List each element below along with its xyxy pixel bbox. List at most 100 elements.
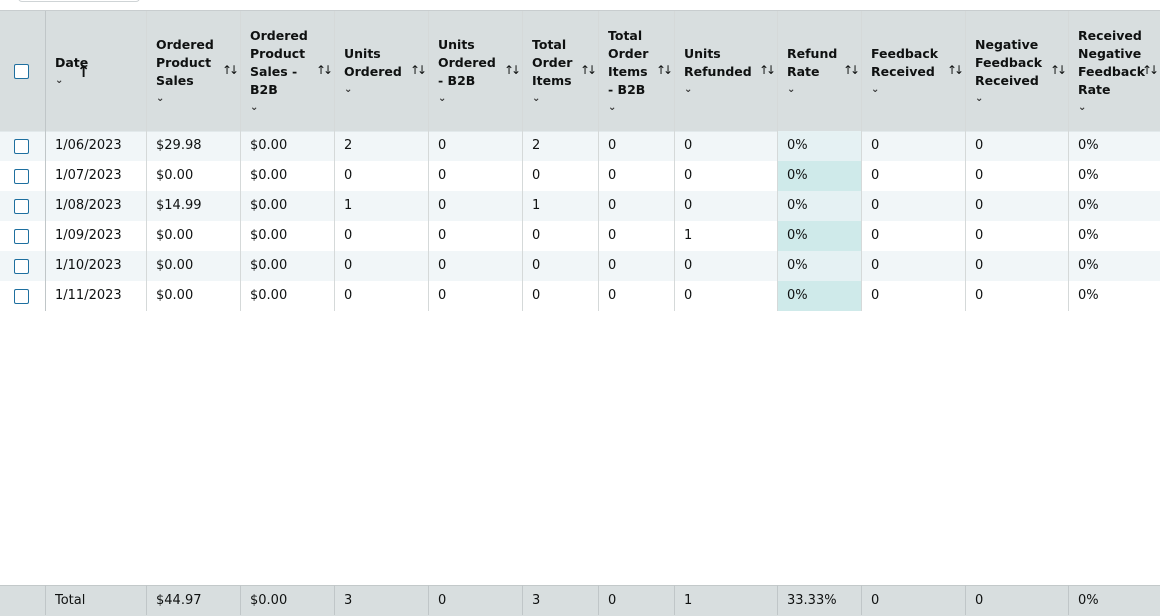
chevron-down-icon[interactable]: ⌄ bbox=[975, 93, 984, 104]
column-header-feedback[interactable]: Feedback Received ⌄ bbox=[871, 11, 941, 131]
cell-refunded: 0 bbox=[684, 198, 693, 213]
totals-row: Total $44.97 $0.00 3 0 3 0 1 33.33% 0 0 0% bbox=[0, 585, 1160, 616]
chevron-down-icon[interactable]: ⌄ bbox=[787, 84, 796, 95]
chevron-down-icon[interactable]: ⌄ bbox=[438, 93, 447, 104]
sort-toggle-icon[interactable]: ↑↓ bbox=[843, 63, 860, 77]
total-neg_rate: 0% bbox=[1078, 593, 1099, 608]
cell-date: 1/10/2023 bbox=[55, 258, 122, 273]
row-checkbox[interactable] bbox=[14, 199, 29, 214]
sort-toggle-icon[interactable]: ↑↓ bbox=[504, 63, 521, 77]
total-sales: $44.97 bbox=[156, 593, 202, 608]
sort-toggle-icon[interactable]: ↑↓ bbox=[1142, 63, 1159, 77]
sort-toggle-icon[interactable]: ↑↓ bbox=[947, 63, 964, 77]
row-checkbox[interactable] bbox=[14, 259, 29, 274]
column-header-label: Refund Rate bbox=[787, 46, 838, 79]
column-header-date[interactable]: Date ⌄ bbox=[55, 11, 122, 131]
sort-toggle-icon[interactable]: ↑↓ bbox=[1050, 63, 1067, 77]
cell-items_b2b: 0 bbox=[608, 138, 617, 153]
top-tab-edge bbox=[18, 0, 140, 2]
cell-units: 1 bbox=[344, 198, 353, 213]
total-feedback: 0 bbox=[871, 593, 880, 608]
chevron-down-icon[interactable]: ⌄ bbox=[871, 84, 880, 95]
sort-toggle-icon[interactable]: ↑↓ bbox=[759, 63, 776, 77]
cell-feedback: 0 bbox=[871, 228, 880, 243]
cell-refunded: 0 bbox=[684, 288, 693, 303]
column-header-label: Negative Feedback Received bbox=[975, 37, 1043, 88]
column-header-refund_rate[interactable]: Refund Rate ⌄ bbox=[787, 11, 837, 131]
cell-units_b2b: 0 bbox=[438, 288, 447, 303]
chevron-down-icon[interactable]: ⌄ bbox=[1078, 102, 1087, 113]
column-header-sales_b2b[interactable]: Ordered Product Sales - B2B ⌄ bbox=[250, 11, 310, 131]
cell-items_b2b: 0 bbox=[608, 198, 617, 213]
sales-table: Date ⌄ ↑ Ordered Product Sales ⌄ ↑↓ Ordered Pr… bbox=[0, 10, 1160, 616]
cell-units_b2b: 0 bbox=[438, 258, 447, 273]
chevron-down-icon[interactable]: ⌄ bbox=[608, 102, 617, 113]
column-header-sales[interactable]: Ordered Product Sales ⌄ bbox=[156, 11, 216, 131]
chevron-down-icon[interactable]: ⌄ bbox=[250, 102, 259, 113]
chevron-down-icon[interactable]: ⌄ bbox=[532, 93, 541, 104]
row-checkbox[interactable] bbox=[14, 229, 29, 244]
cell-refund_rate: 0% bbox=[787, 138, 808, 153]
cell-feedback: 0 bbox=[871, 258, 880, 273]
cell-units: 0 bbox=[344, 288, 353, 303]
cell-sales_b2b: $0.00 bbox=[250, 228, 288, 243]
table-row[interactable]: 1/10/2023 $0.00 $0.00 0 0 0 0 0 0% 0 0 0% bbox=[0, 251, 1160, 281]
row-checkbox[interactable] bbox=[14, 139, 29, 154]
cell-items: 2 bbox=[532, 138, 541, 153]
cell-neg_rate: 0% bbox=[1078, 198, 1099, 213]
cell-sales_b2b: $0.00 bbox=[250, 198, 288, 213]
cell-sales_b2b: $0.00 bbox=[250, 258, 288, 273]
column-header-label: Ordered Product Sales bbox=[156, 37, 214, 88]
column-header-label: Received Negative Feedback Rate bbox=[1078, 28, 1146, 97]
column-header-items[interactable]: Total Order Items ⌄ bbox=[532, 11, 574, 131]
cell-items: 1 bbox=[532, 198, 541, 213]
column-header-units[interactable]: Units Ordered ⌄ bbox=[344, 11, 404, 131]
chevron-down-icon[interactable]: ⌄ bbox=[344, 84, 353, 95]
chevron-down-icon[interactable]: ⌄ bbox=[684, 84, 693, 95]
cell-refunded: 1 bbox=[684, 228, 693, 243]
sort-toggle-icon[interactable]: ↑↓ bbox=[410, 63, 427, 77]
cell-refund_rate: 0% bbox=[787, 258, 808, 273]
column-header-neg_rate[interactable]: Received Negative Feedback Rate ⌄ bbox=[1078, 11, 1145, 131]
table-row[interactable]: 1/09/2023 $0.00 $0.00 0 0 0 0 1 0% 0 0 0% bbox=[0, 221, 1160, 251]
total-refund_rate: 33.33% bbox=[787, 593, 837, 608]
chevron-down-icon[interactable]: ⌄ bbox=[55, 75, 64, 86]
row-checkbox[interactable] bbox=[14, 289, 29, 304]
cell-neg_rate: 0% bbox=[1078, 168, 1099, 183]
column-header-units_b2b[interactable]: Units Ordered - B2B ⌄ bbox=[438, 11, 498, 131]
column-header-refunded[interactable]: Units Refunded ⌄ bbox=[684, 11, 753, 131]
cell-feedback: 0 bbox=[871, 198, 880, 213]
table-row[interactable]: 1/07/2023 $0.00 $0.00 0 0 0 0 0 0% 0 0 0% bbox=[0, 161, 1160, 191]
table-row[interactable]: 1/08/2023 $14.99 $0.00 1 0 1 0 0 0% 0 0 0% bbox=[0, 191, 1160, 221]
column-header-items_b2b[interactable]: Total Order Items - B2B ⌄ bbox=[608, 11, 650, 131]
cell-refund_rate: 0% bbox=[787, 198, 808, 213]
cell-neg_feedback: 0 bbox=[975, 198, 984, 213]
sort-ascending-icon[interactable]: ↑ bbox=[77, 62, 91, 81]
cell-neg_feedback: 0 bbox=[975, 258, 984, 273]
column-header-label: Units Refunded bbox=[684, 46, 752, 79]
cell-items: 0 bbox=[532, 228, 541, 243]
select-all-checkbox[interactable] bbox=[14, 64, 29, 79]
column-header-label: Total Order Items bbox=[532, 37, 573, 88]
column-header-label: Date bbox=[55, 55, 89, 70]
column-header-neg_feedback[interactable]: Negative Feedback Received ⌄ bbox=[975, 11, 1044, 131]
cell-refunded: 0 bbox=[684, 168, 693, 183]
cell-date: 1/06/2023 bbox=[55, 138, 122, 153]
sort-toggle-icon[interactable]: ↑↓ bbox=[580, 63, 597, 77]
cell-items_b2b: 0 bbox=[608, 168, 617, 183]
cell-sales: $29.98 bbox=[156, 138, 202, 153]
cell-sales: $0.00 bbox=[156, 288, 194, 303]
total-sales_b2b: $0.00 bbox=[250, 593, 288, 608]
cell-units: 0 bbox=[344, 168, 353, 183]
chevron-down-icon[interactable]: ⌄ bbox=[156, 93, 165, 104]
table-row[interactable]: 1/11/2023 $0.00 $0.00 0 0 0 0 0 0% 0 0 0% bbox=[0, 281, 1160, 311]
table-row[interactable]: 1/06/2023 $29.98 $0.00 2 0 2 0 0 0% 0 0 0% bbox=[0, 131, 1160, 161]
sort-toggle-icon[interactable]: ↑↓ bbox=[316, 63, 333, 77]
cell-feedback: 0 bbox=[871, 138, 880, 153]
row-checkbox[interactable] bbox=[14, 169, 29, 184]
cell-neg_feedback: 0 bbox=[975, 138, 984, 153]
sort-toggle-icon[interactable]: ↑↓ bbox=[222, 63, 239, 77]
total-refunded: 1 bbox=[684, 593, 693, 608]
cell-refund_rate: 0% bbox=[787, 168, 808, 183]
sort-toggle-icon[interactable]: ↑↓ bbox=[656, 63, 673, 77]
